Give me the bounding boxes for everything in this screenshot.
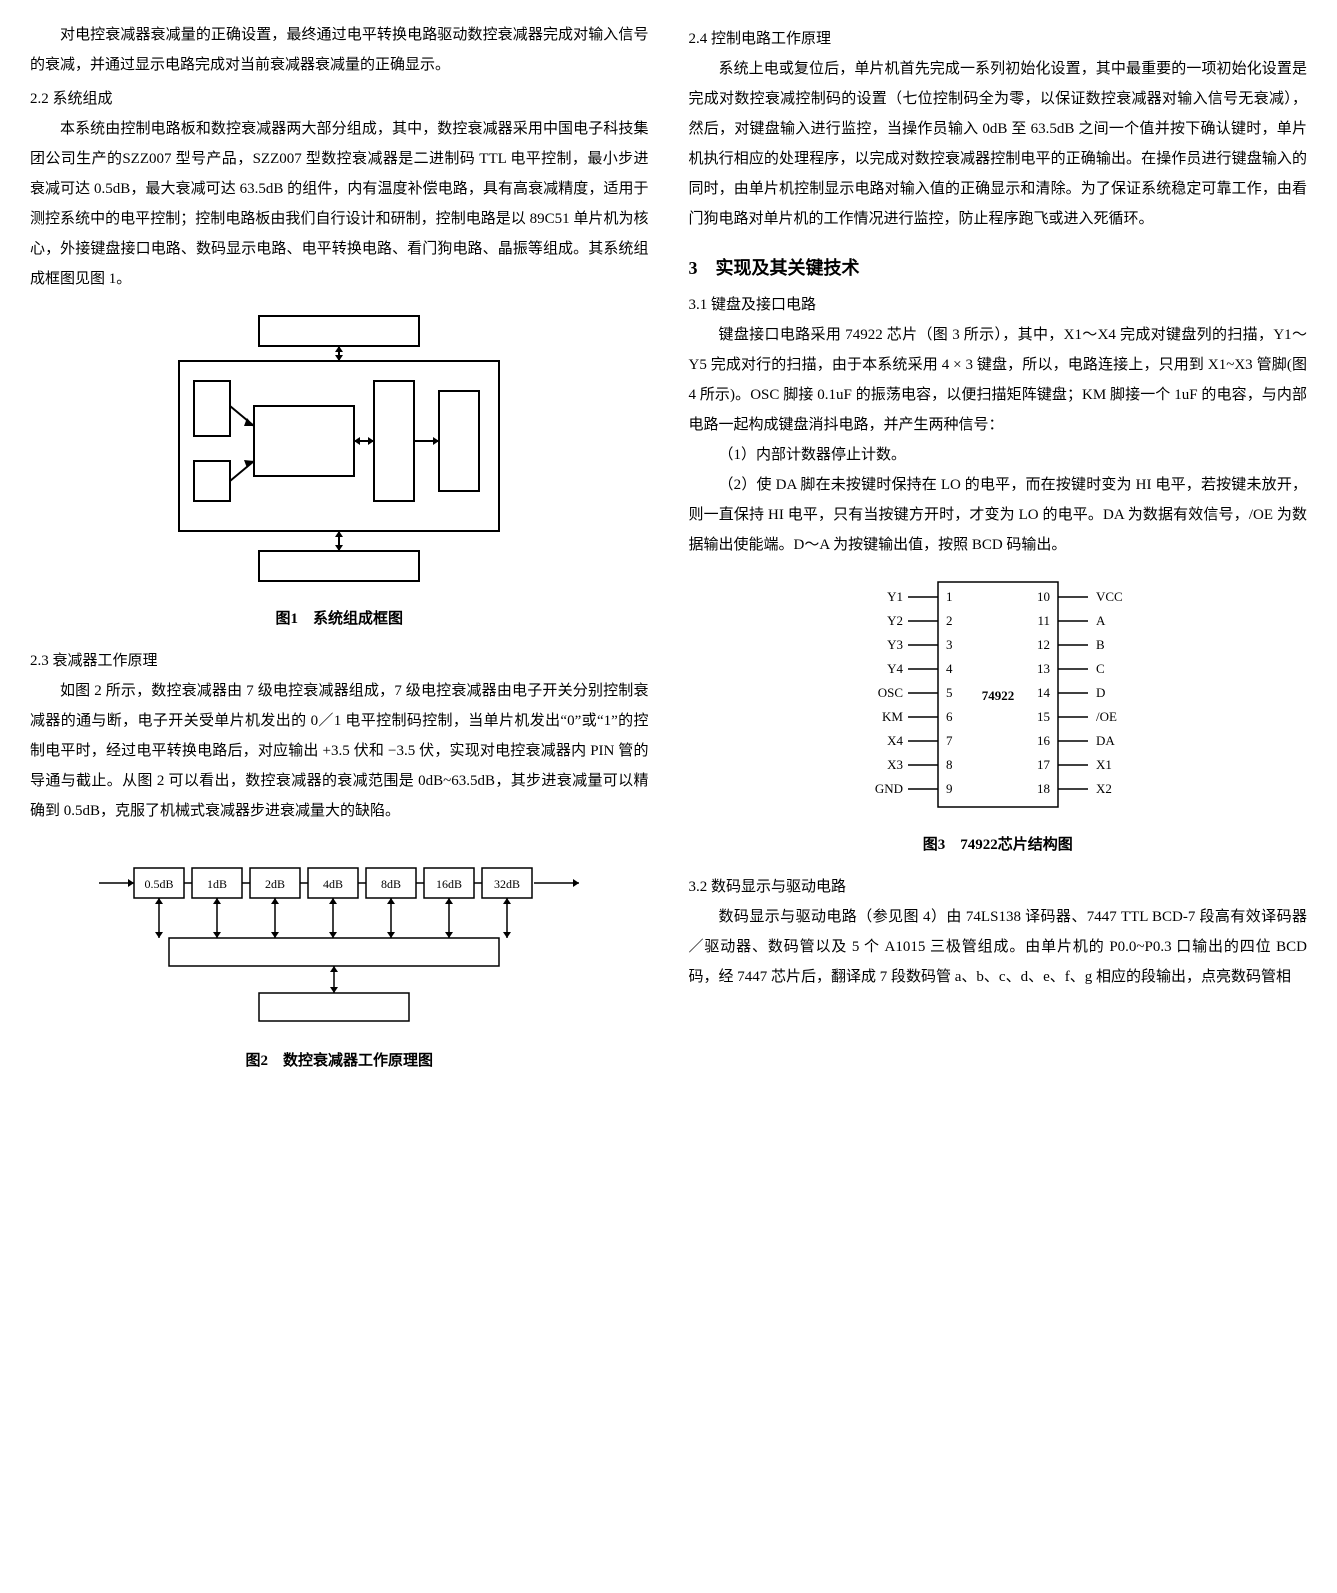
svg-text:Y3: Y3	[887, 637, 903, 652]
svg-text:X3: X3	[887, 757, 903, 772]
svg-text:2dB: 2dB	[265, 877, 285, 891]
svg-text:10: 10	[1037, 589, 1050, 604]
svg-text:14: 14	[1037, 685, 1051, 700]
svg-text:4dB: 4dB	[323, 877, 343, 891]
fig2-mcu-label: 89C51 单片机	[299, 1001, 370, 1015]
para: 本系统由控制电路板和数控衰减器两大部分组成，其中，数控衰减器采用中国电子科技集团…	[30, 114, 649, 294]
svg-text:18: 18	[1037, 781, 1050, 796]
left-column: 对电控衰减器衰减量的正确设置，最终通过电平转换电路驱动数控衰减器完成对输入信号的…	[30, 20, 649, 1088]
section-3-heading: 3 实现及其关键技术	[689, 250, 1308, 286]
svg-text:D: D	[1096, 685, 1105, 700]
para: 数码显示与驱动电路（参见图 4）由 74LS138 译码器、7447 TTL B…	[689, 902, 1308, 992]
svg-text:衰: 衰	[452, 438, 466, 455]
svg-text:2: 2	[946, 613, 953, 628]
fig3-chip-label: 74922	[982, 688, 1015, 703]
svg-text:4: 4	[946, 661, 953, 676]
svg-text:看: 看	[205, 386, 219, 402]
fig1-mcu-label: 89C51	[285, 435, 323, 450]
svg-text:B: B	[1096, 637, 1105, 652]
svg-text:信号: 信号	[544, 842, 568, 856]
subsection-3-2: 3.2 数码显示与驱动电路	[689, 872, 1308, 902]
svg-text:0.5dB: 0.5dB	[145, 877, 174, 891]
svg-text:/OE: /OE	[1096, 709, 1117, 724]
svg-text:17: 17	[1037, 757, 1051, 772]
svg-text:8dB: 8dB	[381, 877, 401, 891]
svg-text:6: 6	[946, 709, 953, 724]
svg-text:DA: DA	[1096, 733, 1115, 748]
fig1-bottom-label: 键盘及接口电路	[290, 558, 388, 575]
subsection-2-2: 2.2 系统组成	[30, 84, 649, 114]
list-item-2: （2）使 DA 脚在未按键时保持在 LO 的电平，而在按键时变为 HI 电平，若…	[689, 470, 1308, 560]
svg-text:12: 12	[1037, 637, 1050, 652]
svg-text:Y2: Y2	[887, 613, 903, 628]
list-item-1: （1）内部计数器停止计数。	[689, 440, 1308, 470]
svg-text:11: 11	[1037, 613, 1050, 628]
svg-text:OSC: OSC	[877, 685, 902, 700]
svg-text:晶: 晶	[205, 467, 219, 482]
svg-text:输入: 输入	[104, 854, 128, 869]
svg-text:电: 电	[387, 389, 401, 405]
svg-text:8: 8	[946, 757, 953, 772]
svg-text:7: 7	[946, 733, 953, 748]
svg-text:X2: X2	[1096, 781, 1112, 796]
svg-text:GND: GND	[875, 781, 903, 796]
svg-text:1dB: 1dB	[207, 877, 227, 891]
svg-text:9: 9	[946, 781, 953, 796]
svg-text:X1: X1	[1096, 757, 1112, 772]
svg-text:5: 5	[946, 685, 953, 700]
svg-text:路: 路	[387, 484, 401, 500]
svg-text:32dB: 32dB	[494, 877, 520, 891]
svg-text:平: 平	[387, 410, 401, 425]
subsection-2-3: 2.3 衰减器工作原理	[30, 646, 649, 676]
figure-3: 74922 Y1 1 VCC 10 Y2 2 A 11 Y3 3 B 12 Y4 4 C 13 OSC 5 D 14 K…	[689, 572, 1308, 860]
figure-2-caption: 图2 数控衰减器工作原理图	[30, 1046, 649, 1076]
svg-text:15: 15	[1037, 709, 1050, 724]
svg-text:16: 16	[1037, 733, 1051, 748]
svg-text:VCC: VCC	[1096, 589, 1123, 604]
subsection-3-1: 3.1 键盘及接口电路	[689, 290, 1308, 320]
svg-text:13: 13	[1037, 661, 1050, 676]
svg-text:转: 转	[387, 429, 401, 445]
svg-text:信号: 信号	[104, 842, 128, 856]
svg-text:KM: KM	[882, 709, 903, 724]
subsection-2-4: 2.4 控制电路工作原理	[689, 24, 1308, 54]
svg-text:振: 振	[205, 482, 219, 498]
figure-2: 信号 输入 信号 输出 0.5dB 1dB 2dB 4dB 8dB 16dB 32dB 电 …	[30, 838, 649, 1076]
svg-text:16dB: 16dB	[436, 877, 462, 891]
fig1-top-label: 数码显示及驱动电路	[276, 324, 402, 340]
svg-text:数: 数	[452, 399, 466, 415]
svg-text:器: 器	[452, 475, 466, 490]
para: 对电控衰减器衰减量的正确设置，最终通过电平转换电路驱动数控衰减器完成对输入信号的…	[30, 20, 649, 80]
svg-text:输出: 输出	[544, 854, 568, 869]
svg-text:C: C	[1096, 661, 1105, 676]
svg-text:门: 门	[205, 401, 219, 417]
svg-text:控: 控	[452, 419, 466, 435]
svg-text:Y1: Y1	[887, 589, 903, 604]
svg-text:换: 换	[387, 448, 401, 465]
figure-3-caption: 图3 74922芯片结构图	[689, 830, 1308, 860]
right-column: 2.4 控制电路工作原理 系统上电或复位后，单片机首先完成一系列初始化设置，其中…	[689, 20, 1308, 1088]
para: 系统上电或复位后，单片机首先完成一系列初始化设置，其中最重要的一项初始化设置是完…	[689, 54, 1308, 234]
svg-text:狗: 狗	[205, 416, 219, 432]
svg-text:1: 1	[946, 589, 953, 604]
fig2-lvl-label: 电 平 转 换 电 路	[291, 945, 378, 960]
svg-text:电: 电	[387, 469, 401, 485]
svg-text:A: A	[1096, 613, 1106, 628]
figure-1-caption: 图1 系统组成框图	[30, 604, 649, 634]
svg-text:减: 减	[452, 459, 466, 475]
svg-text:Y4: Y4	[887, 661, 903, 676]
svg-text:3: 3	[946, 637, 953, 652]
figure-1: 数码显示及驱动电路 看 门 狗 晶 振 89C51	[30, 306, 649, 634]
para: 如图 2 所示，数控衰减器由 7 级电控衰减器组成，7 级电控衰减器由电子开关分…	[30, 676, 649, 826]
para: 键盘接口电路采用 74922 芯片（图 3 所示），其中，X1～X4 完成对键盘…	[689, 320, 1308, 440]
svg-text:X4: X4	[887, 733, 903, 748]
